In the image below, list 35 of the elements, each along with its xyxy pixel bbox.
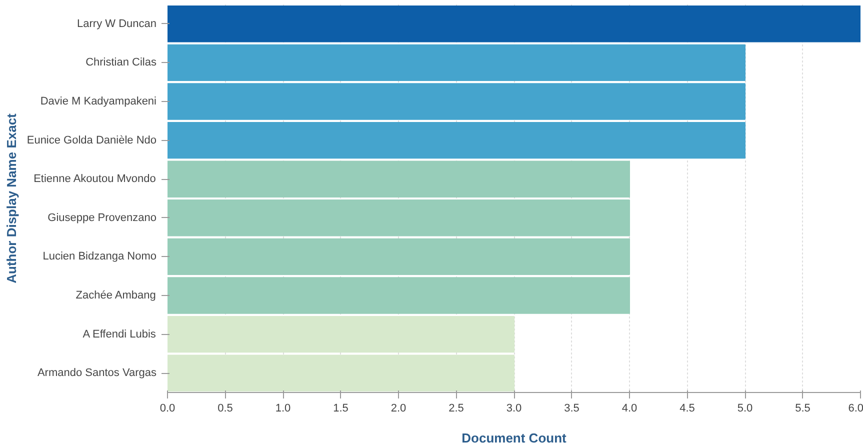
x-tick-label: 3.5	[564, 402, 580, 414]
y-tick-label: Davie M Kadyampakeni	[40, 96, 157, 108]
bar	[168, 44, 746, 82]
y-tick-label: Zachée Ambang	[76, 290, 156, 302]
x-tick-label: 6.0	[848, 402, 863, 414]
y-tick-label: Etienne Akoutou Mvondo	[34, 173, 156, 186]
y-tick-label: Larry W Duncan	[77, 18, 157, 30]
x-tick-label: 2.5	[448, 402, 464, 414]
x-tick-label: 5.5	[795, 402, 810, 414]
bar	[168, 238, 630, 276]
y-axis-title: Author Display Name Exact	[4, 112, 19, 284]
bar	[168, 354, 514, 392]
x-tick-label: 1.5	[333, 402, 348, 414]
bar	[168, 200, 630, 236]
y-tick-label: A Effendi Lubis	[82, 328, 156, 340]
bar	[168, 6, 860, 42]
bar	[168, 160, 630, 198]
x-tick-label: 0.5	[218, 402, 233, 414]
bar	[168, 277, 630, 314]
y-tick-label: Eunice Golda Danièle Ndo	[26, 134, 157, 146]
x-tick-label: 3.0	[506, 402, 522, 414]
x-tick-label: 4.5	[680, 402, 695, 414]
bar	[168, 122, 746, 159]
bar	[168, 83, 746, 120]
x-tick-label: 1.0	[275, 402, 291, 414]
x-tick-label: 0.0	[160, 402, 176, 414]
y-tick-label: Christian Cilas	[86, 56, 157, 69]
x-tick-label: 2.0	[390, 402, 406, 414]
y-tick-label: Armando Santos Vargas	[37, 367, 157, 380]
bar	[168, 316, 514, 353]
x-tick-label: 5.0	[737, 402, 753, 414]
y-tick-label: Giuseppe Provenzano	[48, 212, 157, 224]
y-tick-label: Lucien Bidzanga Nomo	[42, 250, 157, 263]
x-axis-title: Document Count	[462, 430, 568, 446]
x-tick-label: 4.0	[622, 402, 638, 414]
